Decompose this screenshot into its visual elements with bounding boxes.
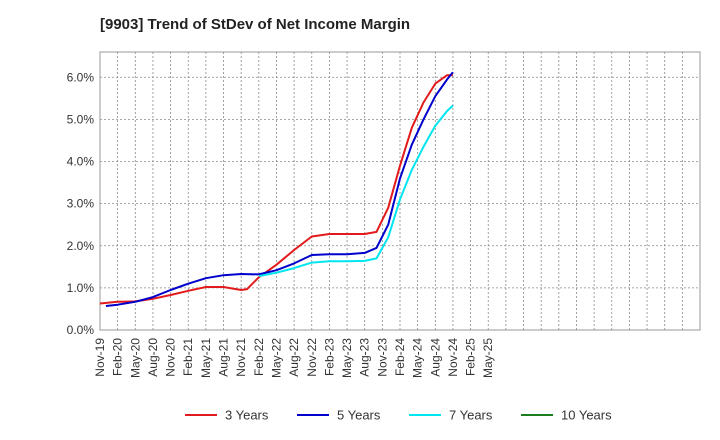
x-tick-label: Feb-25	[464, 338, 478, 376]
y-axis-ticks: 0.0% 1.0% 2.0% 3.0% 4.0% 5.0% 6.0%	[67, 70, 95, 337]
x-tick-label: May-24	[411, 338, 425, 378]
y-tick-label: 2.0%	[67, 239, 95, 253]
x-tick-label: Feb-21	[181, 338, 195, 376]
x-tick-label: Nov-22	[305, 338, 319, 377]
x-tick-label: Aug-23	[358, 338, 372, 377]
x-tick-label: Aug-20	[146, 338, 160, 377]
x-tick-label: Feb-20	[111, 338, 125, 376]
y-tick-label: 0.0%	[67, 323, 95, 337]
x-tick-label: Feb-22	[252, 338, 266, 376]
y-tick-label: 1.0%	[67, 281, 95, 295]
x-axis-ticks: Nov-19 Feb-20 May-20 Aug-20 Nov-20 Feb-21 May-…	[93, 338, 495, 378]
x-tick-label: Aug-22	[287, 338, 301, 377]
x-tick-label: Nov-19	[93, 338, 107, 377]
series-line	[258, 104, 454, 278]
series-line	[99, 74, 453, 305]
x-tick-label: May-23	[340, 338, 354, 378]
legend-label: 7 Years	[449, 408, 493, 423]
x-tick-label: Aug-24	[428, 338, 442, 377]
x-tick-label: Nov-24	[446, 338, 460, 377]
series-lines	[99, 71, 454, 307]
x-tick-label: Nov-20	[164, 338, 178, 377]
x-tick-label: Feb-23	[322, 338, 336, 376]
y-tick-label: 5.0%	[67, 112, 95, 126]
x-tick-label: Feb-24	[393, 338, 407, 376]
chart-title: [9903] Trend of StDev of Net Income Marg…	[100, 16, 411, 33]
y-tick-label: 6.0%	[67, 70, 95, 84]
grid-lines	[99, 52, 701, 331]
x-tick-label: May-20	[128, 338, 142, 378]
y-tick-label: 3.0%	[67, 197, 95, 211]
x-tick-label: Aug-21	[217, 338, 231, 377]
legend-label: 5 Years	[337, 408, 381, 423]
x-tick-label: Nov-23	[375, 338, 389, 377]
x-tick-label: Nov-21	[234, 338, 248, 377]
y-tick-label: 4.0%	[67, 155, 95, 169]
legend-label: 10 Years	[561, 408, 612, 423]
legend: 3 Years 5 Years 7 Years 10 Years	[185, 408, 612, 423]
plot-frame	[99, 51, 701, 331]
series-line	[105, 71, 454, 307]
x-tick-label: May-21	[199, 338, 213, 378]
x-tick-label: May-22	[269, 338, 283, 378]
legend-label: 3 Years	[225, 408, 269, 423]
x-tick-label: May-25	[481, 338, 495, 378]
